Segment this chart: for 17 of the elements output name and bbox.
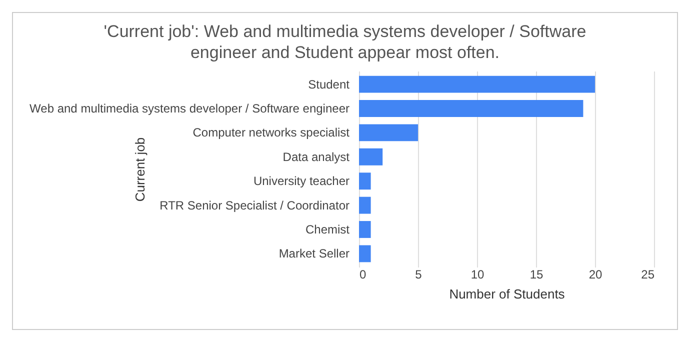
y-tick-label: RTR Senior Specialist / Coordinator: [160, 198, 350, 212]
x-tick-label: 20: [588, 268, 602, 282]
y-tick-label: Student: [308, 77, 350, 92]
y-tick-label: Computer networks specialist: [192, 126, 350, 140]
chart-title: 'Current job': Web and multimedia systems developer / Software engineer and Student appear most often.: [102, 21, 588, 63]
y-tick-label: University teacher: [253, 174, 350, 188]
y-axis-title: Current job: [132, 137, 148, 202]
y-tick-label: Market Seller: [278, 246, 350, 261]
x-tick-label: 0: [360, 268, 366, 282]
x-tick-label: 15: [530, 268, 544, 282]
y-tick-label: Data analyst: [282, 150, 350, 164]
x-tick-label: 5: [415, 268, 422, 282]
x-tick-label: 25: [641, 268, 655, 282]
x-axis-title: Number of Students: [449, 286, 566, 302]
y-tick-label: Chemist: [305, 222, 350, 236]
y-tick-label: Web and multimedia systems developer / Software engineer: [30, 102, 350, 116]
x-tick-label: 10: [470, 268, 484, 282]
